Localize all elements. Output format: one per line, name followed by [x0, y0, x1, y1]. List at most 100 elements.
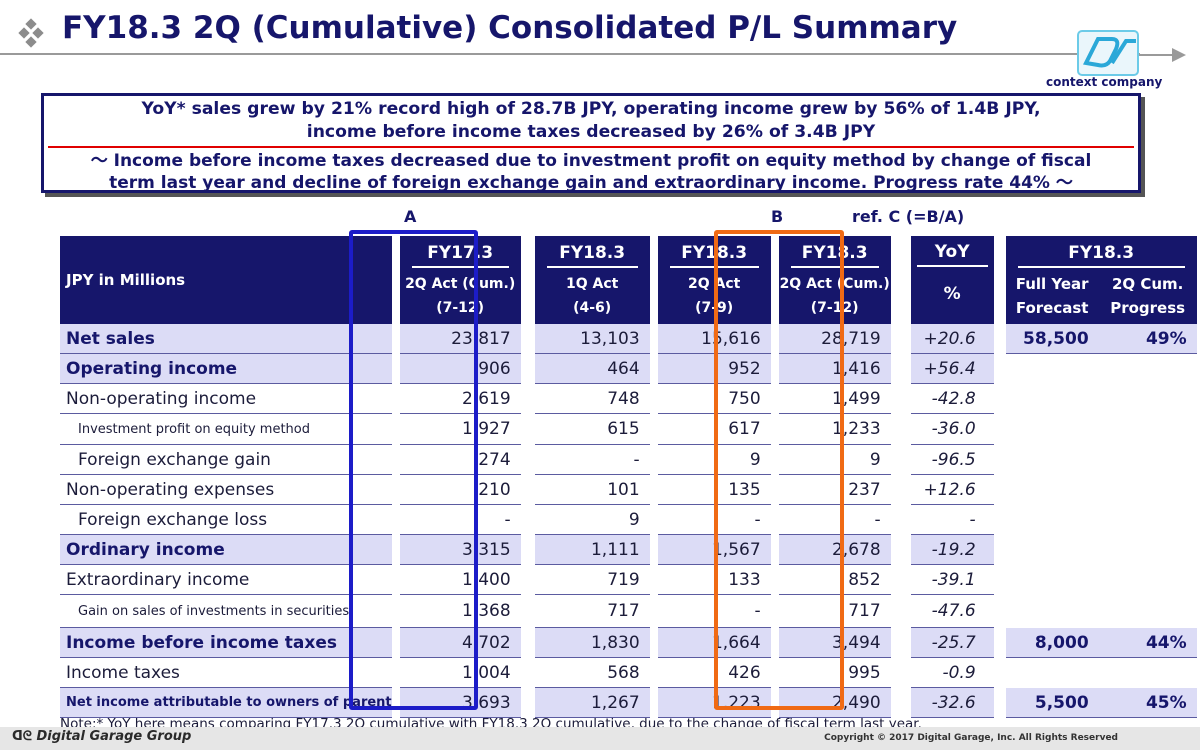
marker-c: ref. C (=B/A) — [852, 207, 965, 226]
col-header-b: FY18.3 2Q Act (Cum.) (7-12) — [778, 236, 891, 324]
cell-fy18-1q: 717 — [534, 595, 650, 628]
cell-forecast: 58,500 — [1005, 324, 1099, 354]
col-b-sub2: (7-12) — [810, 300, 859, 316]
cell-fy18-2q-cum: 2,490 — [778, 688, 891, 718]
cell-yoy: -32.6 — [910, 688, 994, 718]
cell-fy18-1q: 464 — [534, 354, 650, 384]
table-row: Net sales 23,817 13,103 15,616 28,719 +20.6 58… — [60, 324, 1197, 354]
cell-fy18-1q: - — [534, 445, 650, 475]
cell-yoy: -25.7 — [910, 628, 994, 658]
row-label: Net sales — [60, 324, 392, 354]
cell-yoy: +12.6 — [910, 475, 994, 505]
cell-yoy: -36.0 — [910, 414, 994, 445]
cell-fy18-1q: 1,267 — [534, 688, 650, 718]
footer-brand: ᗡ⁠ᘓ Digital Garage Group — [12, 729, 191, 744]
table-row: Foreign exchange gain 274-9 9 -96.5 — [60, 445, 1197, 475]
column-a-highlight-frame — [349, 230, 478, 710]
summary-line-3: ～ Income before income taxes decreased d… — [90, 151, 1092, 171]
cell-fy18-2q-cum: 9 — [778, 445, 891, 475]
cell-forecast — [1006, 658, 1099, 688]
cell-progress — [1099, 595, 1197, 628]
cell-fy18-2q-cum: 3,494 — [778, 628, 891, 658]
forecast-fy: FY18.3 — [1017, 240, 1185, 268]
cell-progress — [1099, 445, 1197, 475]
col-a-sub2: (7-12) — [436, 300, 485, 316]
summary-divider — [48, 146, 1134, 148]
cell-fy18-2q-cum: 717 — [778, 595, 891, 628]
cell-forecast — [1006, 445, 1099, 475]
cell-forecast: 5,500 — [1005, 688, 1099, 718]
arrow-right-icon — [1136, 48, 1186, 62]
yoy-title: YoY — [916, 239, 988, 267]
summary-detail: ～ Income before income taxes decreased d… — [44, 150, 1138, 194]
cell-yoy: +20.6 — [910, 324, 994, 354]
digital-garage-logo-icon: ᗡ⁠ᘓ — [12, 729, 37, 744]
row-label: Foreign exchange loss — [60, 505, 392, 535]
copyright: Copyright © 2017 Digital Garage, Inc. Al… — [824, 733, 1118, 743]
row-label: Investment profit on equity method — [60, 414, 392, 445]
table-row: Gain on sales of investments in securiti… — [60, 595, 1197, 628]
cell-forecast — [1006, 595, 1099, 628]
cell-forecast — [1006, 505, 1099, 535]
cell-fy18-2q-cum: 2,678 — [778, 535, 891, 565]
cell-progress: 49% — [1098, 324, 1197, 354]
col-b-fy: FY18.3 — [790, 240, 879, 268]
diamond-bullet-icon — [18, 18, 44, 48]
table-row: Income taxes 1,004 568 426 995 -0.9 — [60, 658, 1197, 688]
cell-progress — [1099, 475, 1197, 505]
pl-summary-table: JPY in Millions FY17.3 2Q Act (Cum.) (7-… — [60, 236, 1197, 718]
cell-fy18-1q: 748 — [534, 384, 650, 414]
cell-progress — [1099, 354, 1197, 384]
cell-fy17-2q-cum: 3,315 — [399, 535, 521, 565]
cell-progress — [1099, 505, 1197, 535]
cell-progress — [1099, 658, 1197, 688]
cell-fy18-2q-cum: - — [778, 505, 891, 535]
context-company-logo-icon — [1077, 30, 1139, 76]
table-row: Investment profit on equity method 1,927 6… — [60, 414, 1197, 445]
row-label: Non-operating income — [60, 384, 392, 414]
cell-forecast — [1006, 565, 1099, 595]
header-row: JPY in Millions FY17.3 2Q Act (Cum.) (7-… — [60, 236, 1197, 324]
table-row: Extraordinary income 1,400 719 133 852 -39.1 — [60, 565, 1197, 595]
summary-line-2: income before income taxes decreased by … — [306, 122, 876, 142]
forecast-col1b: Forecast — [1015, 299, 1089, 317]
row-label: Income before income taxes — [60, 628, 392, 658]
logo-text: context company — [1046, 75, 1163, 89]
summary-headline: YoY* sales grew by 21% record high of 28… — [44, 98, 1138, 144]
cell-yoy: -19.2 — [910, 535, 994, 565]
cell-fy17-2q-cum: 23,817 — [399, 324, 521, 354]
summary-line-1: YoY* sales grew by 21% record high of 28… — [141, 99, 1041, 119]
row-label: Operating income — [60, 354, 392, 384]
cell-forecast — [1006, 535, 1099, 565]
footer-brand-text: Digital Garage Group — [36, 729, 192, 744]
cell-fy18-2q-cum: 28,719 — [778, 324, 891, 354]
cell-fy17-2q-cum: - — [399, 505, 521, 535]
cell-yoy: -47.6 — [910, 595, 994, 628]
row-label: Foreign exchange gain — [60, 445, 392, 475]
cell-fy17-2q-cum: 210 — [399, 475, 521, 505]
col-q1-sub2: (4-6) — [573, 300, 612, 316]
cell-fy17-2q-cum: 906 — [399, 354, 521, 384]
summary-box: YoY* sales grew by 21% record high of 28… — [41, 93, 1141, 193]
row-label: Ordinary income — [60, 535, 392, 565]
cell-forecast — [1006, 414, 1099, 445]
row-label: Income taxes — [60, 658, 392, 688]
cell-yoy: +56.4 — [910, 354, 994, 384]
col-a-sub1: 2Q Act (Cum.) — [405, 276, 516, 292]
cell-progress — [1099, 414, 1197, 445]
cell-fy18-1q: 13,103 — [534, 324, 650, 354]
forecast-col1a: Full Year — [1015, 275, 1089, 293]
cell-fy18-1q: 615 — [534, 414, 650, 445]
cell-forecast: 8,000 — [1005, 628, 1099, 658]
cell-fy18-2q-cum: 1,499 — [778, 384, 891, 414]
column-b-highlight-frame — [714, 230, 844, 710]
col-header-forecast: FY18.3 Full Year Forecast 2Q Cum. Progre… — [1005, 236, 1197, 324]
col-q1-sub1: 1Q Act — [565, 276, 619, 292]
yoy-unit: % — [943, 284, 961, 304]
col-b-sub1: 2Q Act (Cum.) — [779, 276, 890, 292]
col-header-q1: FY18.3 1Q Act (4-6) — [534, 236, 650, 324]
cell-forecast — [1006, 384, 1099, 414]
forecast-col2a: 2Q Cum. — [1111, 275, 1184, 293]
cell-yoy: -42.8 — [910, 384, 994, 414]
cell-fy17-2q-cum: 274 — [399, 445, 521, 475]
